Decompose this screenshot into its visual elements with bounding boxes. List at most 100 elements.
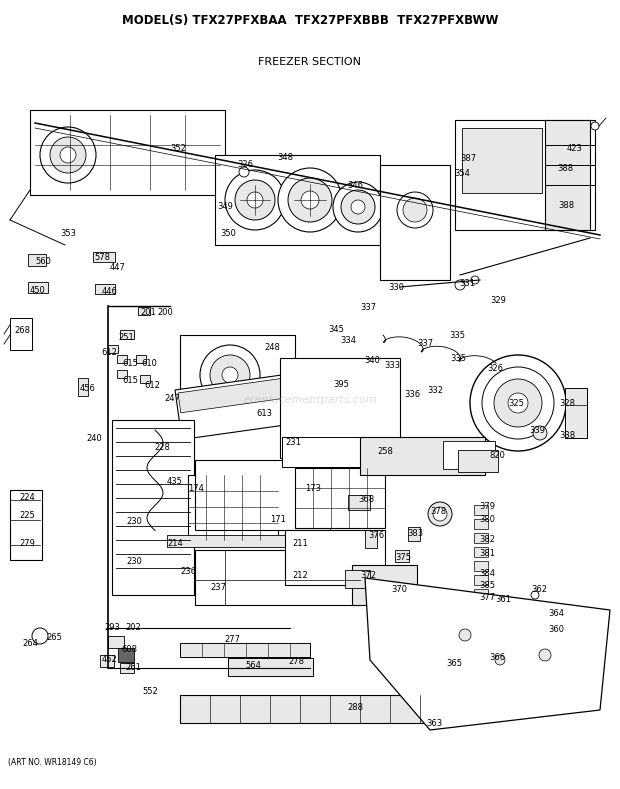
Text: 230: 230	[126, 558, 142, 567]
Bar	[28, 282, 48, 293]
Bar	[108, 345, 118, 353]
Text: 248: 248	[264, 342, 280, 352]
Text: 360: 360	[548, 626, 564, 634]
Bar	[167, 535, 337, 547]
Text: 350: 350	[220, 229, 236, 237]
Bar	[348, 495, 370, 510]
Text: 326: 326	[487, 364, 503, 372]
Text: 335: 335	[450, 353, 466, 362]
Circle shape	[508, 393, 528, 413]
Text: 349: 349	[217, 201, 233, 211]
Text: 328: 328	[559, 398, 575, 407]
Circle shape	[341, 190, 375, 224]
Bar	[474, 505, 488, 515]
Circle shape	[397, 192, 433, 228]
Bar	[455, 120, 595, 230]
Bar	[180, 695, 445, 723]
Text: 362: 362	[531, 585, 547, 594]
Text: 326: 326	[237, 159, 253, 169]
Text: MODEL(S) TFX27PFXBAA  TFX27PFXBBB  TFX27PFXBWW: MODEL(S) TFX27PFXBAA TFX27PFXBBB TFX27PF…	[122, 14, 498, 27]
Text: 446: 446	[102, 286, 118, 296]
Text: 228: 228	[154, 443, 170, 451]
Text: 338: 338	[559, 431, 575, 439]
Text: 236: 236	[180, 567, 196, 577]
Bar	[565, 388, 587, 438]
Circle shape	[225, 170, 285, 230]
Text: 212: 212	[292, 570, 308, 579]
Text: 354: 354	[454, 169, 470, 178]
Circle shape	[495, 655, 505, 665]
Text: 560: 560	[35, 256, 51, 266]
Text: 231: 231	[285, 437, 301, 447]
Text: 353: 353	[60, 229, 76, 237]
Text: 608: 608	[121, 645, 137, 655]
Text: 258: 258	[377, 447, 393, 455]
Circle shape	[239, 167, 249, 177]
Text: 423: 423	[567, 144, 583, 152]
Circle shape	[591, 122, 599, 130]
Text: FREEZER SECTION: FREEZER SECTION	[259, 57, 361, 67]
Text: 388: 388	[557, 163, 573, 173]
Circle shape	[471, 276, 479, 284]
Bar	[458, 450, 498, 472]
Text: 277: 277	[224, 634, 240, 644]
Bar	[178, 377, 294, 413]
Circle shape	[301, 191, 319, 209]
Text: 202: 202	[125, 623, 141, 633]
Bar	[474, 575, 488, 585]
Text: 365: 365	[446, 660, 462, 668]
Text: 612: 612	[144, 380, 160, 390]
Circle shape	[499, 597, 509, 607]
Bar	[28, 254, 46, 266]
Bar	[215, 155, 380, 245]
Bar	[120, 330, 134, 339]
Circle shape	[494, 379, 542, 427]
Circle shape	[222, 367, 238, 383]
Bar	[474, 547, 488, 557]
Circle shape	[403, 198, 427, 222]
Text: 452: 452	[101, 656, 117, 664]
Circle shape	[50, 137, 86, 173]
Circle shape	[351, 200, 365, 214]
Text: 378: 378	[430, 507, 446, 515]
Text: 331: 331	[459, 279, 475, 287]
Text: 381: 381	[479, 548, 495, 558]
Circle shape	[235, 180, 275, 220]
Bar	[360, 437, 485, 475]
Text: 384: 384	[479, 569, 495, 578]
Bar	[118, 648, 134, 662]
Text: 380: 380	[479, 515, 495, 525]
Bar	[180, 643, 310, 657]
Text: 363: 363	[426, 719, 442, 727]
Text: 237: 237	[210, 582, 226, 592]
Text: 361: 361	[495, 596, 511, 604]
Text: 330: 330	[388, 282, 404, 291]
Text: 552: 552	[142, 687, 158, 697]
Text: 610: 610	[141, 358, 157, 368]
Text: 288: 288	[347, 702, 363, 712]
Text: 173: 173	[305, 484, 321, 492]
Text: 387: 387	[460, 154, 476, 163]
Bar	[474, 561, 488, 571]
Polygon shape	[365, 578, 610, 730]
Bar	[117, 355, 127, 363]
Text: 340: 340	[364, 356, 380, 365]
Circle shape	[455, 280, 465, 290]
Bar	[395, 550, 409, 562]
Text: 279: 279	[19, 539, 35, 548]
Bar	[120, 663, 134, 673]
Bar	[195, 460, 330, 530]
Text: 230: 230	[126, 517, 142, 525]
Text: 375: 375	[395, 552, 411, 562]
Text: 385: 385	[479, 581, 495, 589]
Bar	[380, 165, 450, 280]
Bar	[228, 658, 313, 676]
Text: 293: 293	[104, 623, 120, 633]
Text: 333: 333	[384, 361, 400, 369]
Bar	[188, 475, 278, 540]
Bar	[474, 533, 488, 543]
Circle shape	[288, 178, 332, 222]
Circle shape	[32, 628, 48, 644]
Circle shape	[531, 591, 539, 599]
Circle shape	[278, 168, 342, 232]
